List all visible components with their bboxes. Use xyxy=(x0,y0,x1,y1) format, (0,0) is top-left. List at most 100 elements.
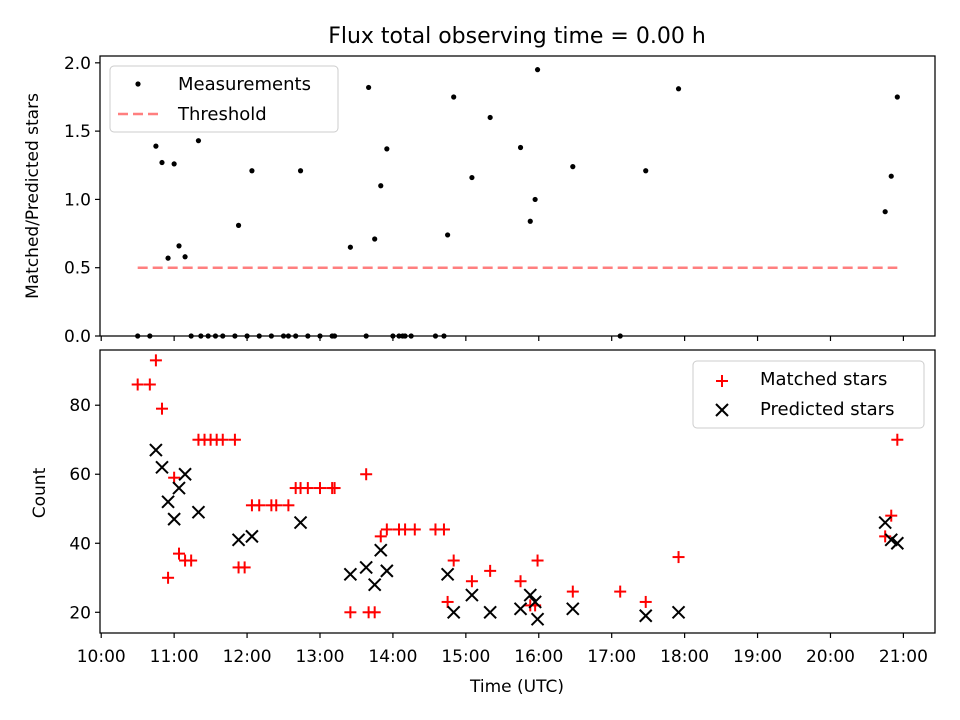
matched-star-marker xyxy=(368,606,381,619)
matched-star-marker xyxy=(360,468,373,481)
matched-star-marker xyxy=(408,523,421,536)
measurement-point xyxy=(153,143,159,149)
predicted-star-marker xyxy=(380,564,394,578)
measurement-point xyxy=(894,94,900,100)
matched-star-marker xyxy=(639,595,652,608)
measurement-point xyxy=(165,255,171,261)
count-points xyxy=(131,354,905,626)
bottom-y-tick-label: 20 xyxy=(69,603,91,623)
predicted-star-marker xyxy=(155,460,169,475)
measurement-point xyxy=(182,254,188,260)
matched-star-marker xyxy=(885,509,898,522)
matched-star-marker xyxy=(173,547,186,560)
matched-star-marker xyxy=(313,482,326,495)
measurement-point xyxy=(347,244,353,250)
matched-star-marker xyxy=(484,564,497,577)
top-x-ticks xyxy=(100,336,904,341)
x-tick-label: 18:00 xyxy=(660,647,709,667)
x-tick-label: 16:00 xyxy=(514,647,563,667)
top-y-tick-label: 1.5 xyxy=(64,122,91,142)
matched-star-marker xyxy=(531,554,544,567)
x-tick-label: 20:00 xyxy=(806,647,855,667)
top-legend: Measurements Threshold xyxy=(109,65,339,133)
top-legend-box xyxy=(109,65,339,133)
predicted-star-marker xyxy=(293,515,308,530)
measurement-point xyxy=(159,159,165,166)
predicted-star-marker xyxy=(671,605,686,619)
legend-threshold-label: Threshold xyxy=(177,104,267,125)
measurement-point xyxy=(675,86,682,92)
matched-legend-marker xyxy=(716,375,728,387)
matched-star-marker xyxy=(447,554,460,567)
matched-star-marker xyxy=(155,402,168,415)
matched-star-marker xyxy=(270,499,283,512)
predicted-star-marker xyxy=(359,560,373,575)
matched-star-marker xyxy=(185,554,198,567)
matched-star-marker xyxy=(437,523,450,536)
predicted-star-marker xyxy=(566,602,580,616)
measurement-point xyxy=(372,236,378,242)
x-tick-label: 14:00 xyxy=(368,647,417,667)
measurement-point xyxy=(532,196,538,203)
bottom-y-tick-label: 80 xyxy=(69,396,91,416)
predicted-star-marker xyxy=(639,609,653,623)
top-y-tick-label: 0.0 xyxy=(64,327,91,347)
bottom-legend-box xyxy=(692,360,925,429)
matched-star-marker xyxy=(328,482,341,495)
predicted-star-marker xyxy=(530,612,545,626)
bottom-y-axis-label: Count xyxy=(30,467,50,518)
matched-star-marker xyxy=(228,433,241,446)
measurement-point xyxy=(171,161,177,167)
measurement-point xyxy=(297,168,304,174)
predicted-star-marker xyxy=(523,588,537,602)
matched-star-marker xyxy=(168,471,181,484)
measurement-point xyxy=(195,138,202,144)
measurement-point xyxy=(384,146,390,152)
predicted-star-marker xyxy=(465,588,479,602)
matched-star-marker xyxy=(344,606,357,619)
predicted-star-marker xyxy=(245,529,259,544)
legend-matched-label: Matched stars xyxy=(760,369,887,390)
x-axis-label: Time (UTC) xyxy=(469,677,564,697)
predicted-star-marker xyxy=(149,443,163,457)
top-y-axis-label: Matched/Predicted stars xyxy=(23,93,43,299)
predicted-star-marker xyxy=(231,533,246,547)
measurement-point xyxy=(643,168,649,174)
measurement-point xyxy=(888,173,894,179)
predicted-star-marker xyxy=(374,543,388,557)
bottom-y-ticks: 20 40 60 80 xyxy=(69,396,100,623)
measurement-point xyxy=(176,243,182,249)
matched-star-marker xyxy=(216,433,229,446)
predicted-star-marker xyxy=(890,536,905,550)
predicted-star-marker xyxy=(440,567,455,582)
x-tick-label: 11:00 xyxy=(150,647,199,667)
x-tick-label: 19:00 xyxy=(733,647,782,667)
matched-star-marker xyxy=(566,585,579,598)
measurement-point xyxy=(487,114,493,121)
predicted-star-marker xyxy=(191,505,206,519)
measurement-point xyxy=(451,94,457,100)
measurement-point xyxy=(534,67,541,73)
predicted-star-marker xyxy=(167,512,181,526)
matched-star-marker xyxy=(891,433,904,446)
flux-ratio-panel: Flux total observing time = 0.00 h 0.00.… xyxy=(23,24,936,347)
legend-measurements-label: Measurements xyxy=(178,74,311,95)
predicted-star-marker xyxy=(178,467,192,481)
bottom-legend: Matched stars Predicted stars xyxy=(692,360,925,429)
x-tick-label: 10:00 xyxy=(77,647,126,667)
predicted-star-marker xyxy=(343,567,358,582)
measurement-point xyxy=(527,218,533,224)
bottom-y-tick-label: 60 xyxy=(69,465,91,485)
x-tick-label: 15:00 xyxy=(441,647,490,667)
predicted-star-marker xyxy=(161,495,175,509)
bottom-axes-frame xyxy=(99,349,936,634)
measurement-legend-marker xyxy=(135,81,141,87)
matched-star-marker xyxy=(131,378,144,391)
matched-star-marker xyxy=(143,378,156,391)
x-tick-label: 17:00 xyxy=(587,647,636,667)
chart-title: Flux total observing time = 0.00 h xyxy=(328,24,706,49)
matched-star-marker xyxy=(380,523,393,536)
measurement-point xyxy=(366,84,372,91)
x-tick-label: 13:00 xyxy=(295,647,344,667)
